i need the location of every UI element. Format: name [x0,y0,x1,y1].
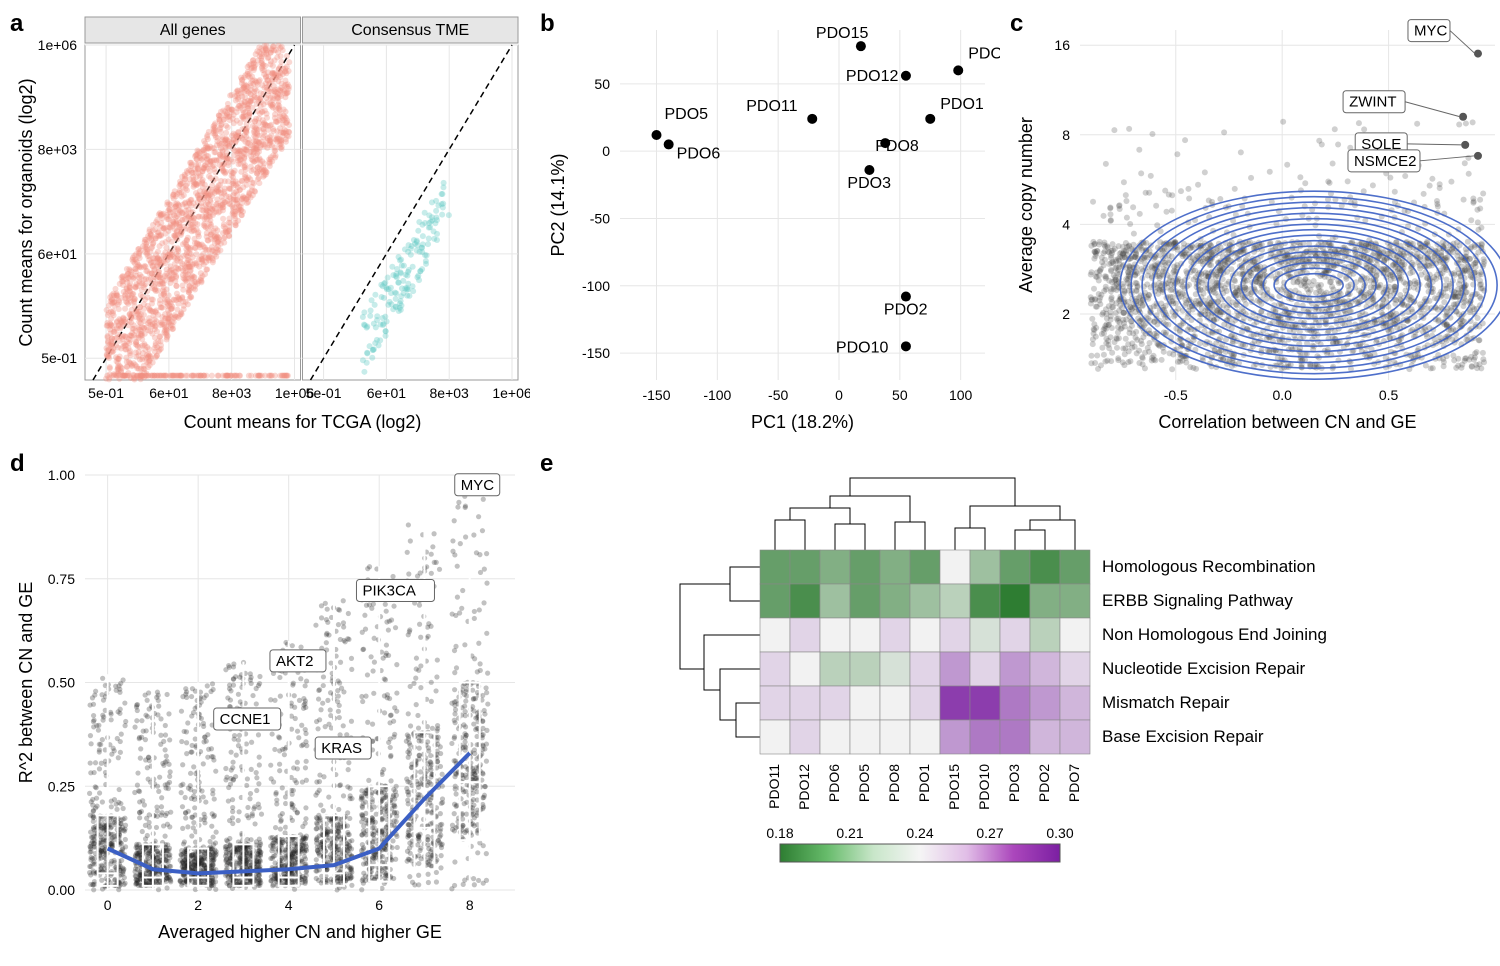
svg-text:0: 0 [104,897,112,913]
panel-c-label: c [1010,10,1023,38]
svg-text:8e+03: 8e+03 [212,385,252,401]
svg-text:Average copy number: Average copy number [1016,117,1036,293]
svg-text:0.0: 0.0 [1272,387,1292,403]
svg-text:6e+01: 6e+01 [149,385,189,401]
svg-text:5e-01: 5e-01 [41,350,77,366]
svg-text:Correlation between CN and GE: Correlation between CN and GE [1158,412,1416,432]
svg-text:8e+03: 8e+03 [38,141,78,157]
panel-b-chart: -150 -100 -50 0 50 100 -150 -100 -50 0 50 PC1 (18.2… [540,10,1000,440]
svg-text:0.5: 0.5 [1379,387,1399,403]
svg-text:5e-01: 5e-01 [88,385,124,401]
svg-text:PDO7: PDO7 [968,45,1000,62]
panel-a: a Count means for organoids (log2)Count … [10,10,530,440]
svg-text:0.25: 0.25 [48,778,75,794]
panel-b-label: b [540,10,555,38]
panel-e-chart: Homologous RecombinationERBB Signaling P… [540,450,1500,950]
svg-text:R^2 between CN and GE: R^2 between CN and GE [16,582,36,784]
svg-text:PDO10: PDO10 [836,339,889,356]
svg-text:Averaged higher CN and higher: Averaged higher CN and higher GE [158,922,442,942]
svg-text:-150: -150 [642,387,670,403]
svg-text:4: 4 [1062,216,1070,232]
svg-text:0.50: 0.50 [48,675,75,691]
svg-text:6e+01: 6e+01 [38,246,78,262]
svg-text:-100: -100 [703,387,731,403]
svg-text:PC2 (14.1%): PC2 (14.1%) [548,153,568,256]
svg-text:0.00: 0.00 [48,882,75,898]
figure-grid: a Count means for organoids (log2)Count … [10,10,1490,950]
svg-text:PDO12: PDO12 [846,68,899,85]
svg-text:4: 4 [285,897,293,913]
panel-e-label: e [540,450,553,478]
panel-d-chart: 0 2 4 6 8 0.00 0.25 0.50 0.75 1.00 Averaged higher… [10,450,530,950]
svg-text:50: 50 [892,387,908,403]
panel-c-chart: -0.5 0.0 0.5 2 4 8 16 Correlation between CN an… [1010,10,1500,440]
panel-a-chart: Count means for organoids (log2) Count me… [10,10,530,440]
svg-text:1e+06: 1e+06 [38,37,78,53]
svg-text:1.00: 1.00 [48,467,75,483]
svg-text:Count means for organoids (log: Count means for organoids (log2) [16,78,36,346]
svg-text:0: 0 [835,387,843,403]
svg-text:PDO2: PDO2 [884,302,928,319]
svg-text:Consensus TME: Consensus TME [351,22,469,39]
svg-text:2: 2 [194,897,202,913]
panel-b: b -150 -100 -50 0 50 100 -150 -100 -50 0 50 PC1 (18… [540,10,1000,440]
svg-text:MYC: MYC [1414,23,1448,40]
svg-text:8: 8 [466,897,474,913]
svg-text:PDO3: PDO3 [847,175,891,192]
svg-text:2: 2 [1062,306,1070,322]
svg-text:NSMCE2: NSMCE2 [1354,153,1417,170]
svg-text:PDO8: PDO8 [875,138,919,155]
svg-text:PDO15: PDO15 [816,25,869,42]
svg-text:-100: -100 [582,278,610,294]
panel-d-label: d [10,450,25,478]
svg-text:8e+03: 8e+03 [430,385,470,401]
panel-c: c -0.5 0.0 0.5 2 4 8 16 Correlation between CN … [1010,10,1500,440]
svg-text:-50: -50 [590,210,610,226]
svg-text:-0.5: -0.5 [1164,387,1188,403]
svg-text:All genes: All genes [160,22,226,39]
svg-text:6: 6 [375,897,383,913]
svg-text:ZWINT: ZWINT [1349,94,1396,111]
svg-text:PDO11: PDO11 [746,98,797,115]
svg-text:Count means for TCGA (log2): Count means for TCGA (log2) [184,412,422,432]
svg-text:50: 50 [594,76,610,92]
svg-text:PDO1: PDO1 [940,96,984,113]
svg-text:16: 16 [1054,37,1070,53]
panel-d: d 0 2 4 6 8 0.00 0.25 0.50 0.75 1.00 Averaged high… [10,450,530,950]
svg-text:8: 8 [1062,127,1070,143]
svg-text:-150: -150 [582,345,610,361]
svg-text:PC1 (18.2%): PC1 (18.2%) [751,412,854,432]
panel-a-label: a [10,10,23,38]
svg-text:100: 100 [949,387,973,403]
svg-text:1e+06: 1e+06 [492,385,530,401]
svg-text:6e+01: 6e+01 [367,385,407,401]
svg-text:0: 0 [602,143,610,159]
panel-e: e Homologous RecombinationERBB Signaling… [540,450,1500,950]
svg-text:-50: -50 [768,387,788,403]
svg-text:0.75: 0.75 [48,571,75,587]
svg-text:5e-01: 5e-01 [306,385,342,401]
svg-text:PDO6: PDO6 [677,145,721,162]
svg-text:PDO5: PDO5 [665,106,709,123]
